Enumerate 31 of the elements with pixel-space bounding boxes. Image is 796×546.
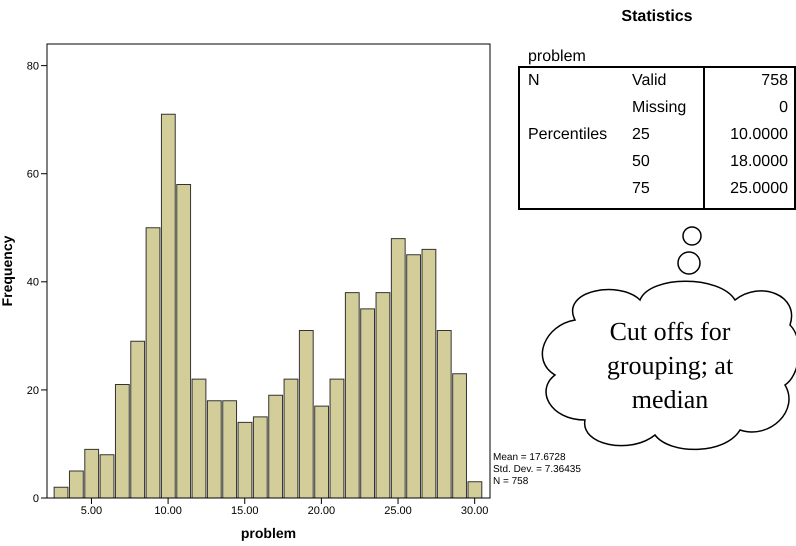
text: Cut offs for grouping; at median	[606, 316, 734, 416]
y-tick-label: 40	[26, 276, 39, 289]
text: N	[528, 72, 540, 90]
text: N = 758	[493, 476, 530, 488]
text: 25.0000	[729, 180, 788, 198]
text: Mean = 17.6728	[493, 452, 567, 464]
text: 758	[760, 72, 788, 90]
text: 18.0000	[729, 153, 788, 171]
text: Percentiles	[528, 126, 608, 144]
x-tick-label: 10.00	[154, 504, 182, 517]
x-tick-label: 15.00	[230, 504, 259, 517]
x-tick-label: 20.00	[308, 504, 336, 517]
text: Valid	[632, 72, 666, 90]
text: 50	[632, 153, 650, 171]
y-axis-title: Frequency	[0, 235, 15, 306]
text: 25	[632, 126, 650, 144]
x-tick-label: 30.00	[460, 504, 488, 517]
text: 10.0000	[729, 126, 788, 144]
x-tick-label: 5.00	[80, 504, 102, 517]
text: Missing	[632, 99, 686, 117]
x-tick-label: 25.00	[384, 504, 412, 517]
text: Std. Dev. = 7.36435	[493, 464, 581, 476]
y-tick-label: 20	[26, 384, 39, 397]
text: problem	[528, 48, 586, 66]
text: Statistics	[620, 8, 694, 26]
y-tick-label: 80	[26, 60, 39, 73]
y-tick-label: 0	[32, 492, 39, 505]
text: 75	[632, 180, 650, 198]
text: 0	[778, 99, 788, 117]
y-tick-label: 60	[26, 168, 39, 181]
x-axis-title: problem	[240, 525, 296, 541]
